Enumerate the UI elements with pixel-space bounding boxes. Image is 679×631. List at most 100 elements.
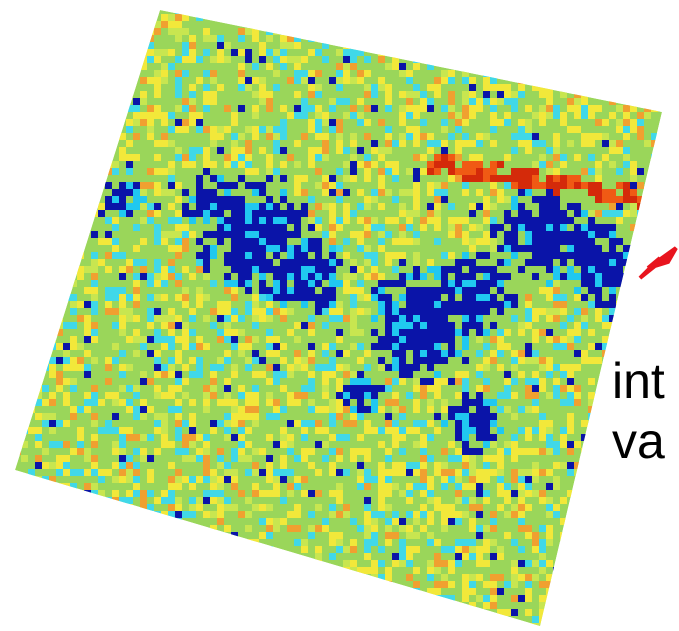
map-pixel [147, 105, 154, 112]
map-pixel [595, 7, 602, 14]
map-pixel [217, 35, 224, 42]
map-pixel [0, 280, 7, 287]
map-pixel [567, 567, 574, 574]
map-pixel [182, 448, 189, 455]
map-pixel [462, 161, 469, 168]
map-pixel [175, 378, 182, 385]
map-pixel [294, 63, 301, 70]
map-pixel [560, 532, 567, 539]
map-pixel [42, 84, 49, 91]
map-pixel [315, 490, 322, 497]
map-pixel [161, 518, 168, 525]
map-pixel [665, 14, 672, 21]
map-pixel [448, 322, 455, 329]
map-pixel [651, 42, 658, 49]
map-pixel [602, 0, 609, 7]
map-pixel [357, 392, 364, 399]
map-pixel [329, 294, 336, 301]
map-pixel [105, 301, 112, 308]
map-pixel [469, 427, 476, 434]
map-pixel [567, 364, 574, 371]
map-pixel [434, 413, 441, 420]
map-pixel [119, 7, 126, 14]
map-pixel [476, 413, 483, 420]
map-pixel [658, 525, 665, 532]
map-pixel [168, 525, 175, 532]
map-pixel [483, 266, 490, 273]
map-pixel [70, 266, 77, 273]
map-pixel [665, 490, 672, 497]
map-pixel [63, 357, 70, 364]
map-pixel [413, 126, 420, 133]
map-pixel [448, 560, 455, 567]
map-pixel [504, 497, 511, 504]
map-pixel [119, 322, 126, 329]
map-pixel [553, 504, 560, 511]
map-pixel [658, 273, 665, 280]
map-pixel [399, 210, 406, 217]
map-pixel [238, 217, 245, 224]
map-pixel [245, 364, 252, 371]
map-pixel [511, 238, 518, 245]
map-pixel [182, 203, 189, 210]
map-pixel [364, 420, 371, 427]
map-pixel [497, 280, 504, 287]
map-pixel [637, 168, 644, 175]
map-pixel [259, 371, 266, 378]
map-pixel [252, 371, 259, 378]
map-pixel [427, 140, 434, 147]
map-pixel [357, 483, 364, 490]
map-pixel [189, 147, 196, 154]
map-pixel [301, 455, 308, 462]
map-pixel [616, 42, 623, 49]
map-pixel [441, 119, 448, 126]
map-pixel [567, 329, 574, 336]
map-pixel [112, 462, 119, 469]
map-pixel [553, 567, 560, 574]
map-pixel [595, 231, 602, 238]
map-pixel [336, 392, 343, 399]
map-pixel [182, 420, 189, 427]
map-pixel [630, 280, 637, 287]
map-pixel [434, 287, 441, 294]
map-pixel [413, 210, 420, 217]
map-pixel [364, 273, 371, 280]
map-pixel [665, 462, 672, 469]
map-pixel [301, 98, 308, 105]
map-pixel [273, 441, 280, 448]
map-pixel [56, 175, 63, 182]
map-pixel [245, 140, 252, 147]
map-pixel [385, 301, 392, 308]
map-pixel [483, 28, 490, 35]
map-pixel [364, 154, 371, 161]
map-pixel [658, 553, 665, 560]
map-pixel [434, 84, 441, 91]
map-pixel [133, 280, 140, 287]
map-pixel [217, 210, 224, 217]
map-pixel [308, 238, 315, 245]
map-pixel [476, 189, 483, 196]
map-pixel [14, 28, 21, 35]
map-pixel [532, 378, 539, 385]
map-pixel [406, 133, 413, 140]
map-pixel [672, 434, 679, 441]
map-pixel [623, 567, 630, 574]
map-pixel [322, 343, 329, 350]
map-pixel [336, 259, 343, 266]
map-pixel [63, 294, 70, 301]
map-pixel [546, 238, 553, 245]
map-pixel [224, 259, 231, 266]
map-pixel [441, 21, 448, 28]
map-pixel [119, 399, 126, 406]
map-pixel [518, 56, 525, 63]
map-pixel [560, 252, 567, 259]
map-pixel [420, 623, 427, 630]
map-pixel [7, 287, 14, 294]
map-pixel [168, 357, 175, 364]
map-pixel [154, 238, 161, 245]
map-pixel [245, 154, 252, 161]
map-pixel [168, 49, 175, 56]
map-pixel [616, 623, 623, 630]
map-pixel [350, 392, 357, 399]
map-pixel [490, 511, 497, 518]
